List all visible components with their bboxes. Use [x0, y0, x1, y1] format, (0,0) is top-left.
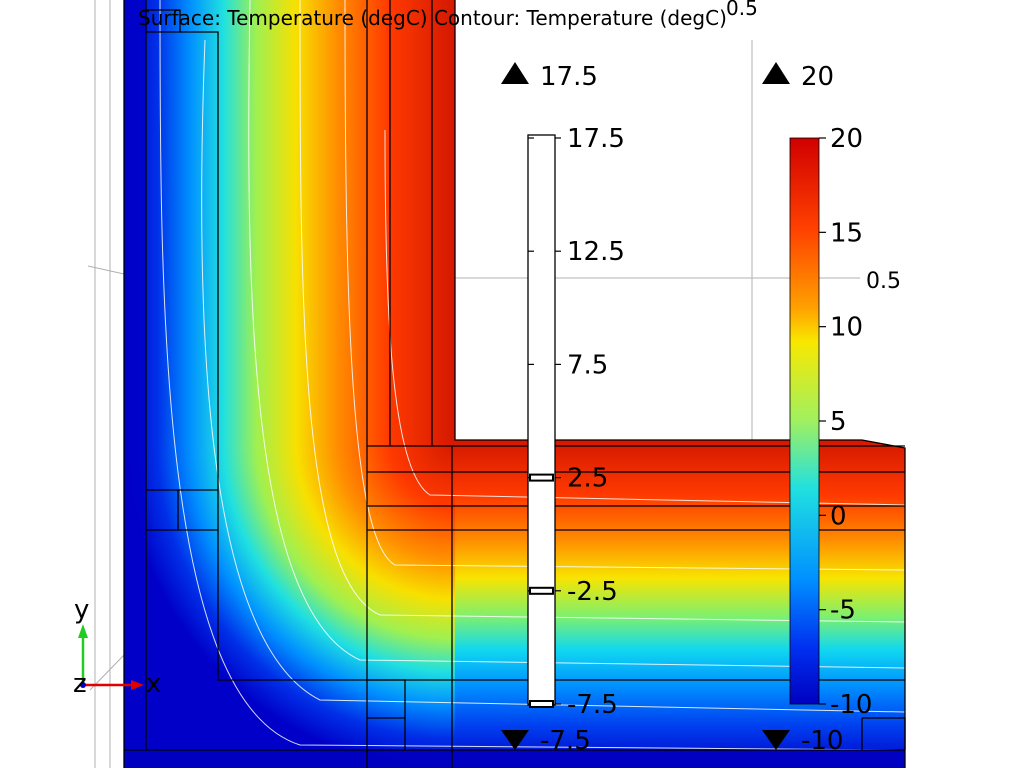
surface-tick-label: 20 — [830, 124, 863, 154]
axes-triad: y x z — [73, 595, 161, 699]
contour-tick-label: 7.5 — [567, 350, 608, 380]
contour-min-marker-icon — [501, 730, 529, 750]
axis-label-top: 0.5 — [726, 0, 758, 20]
triad-y-arrow-icon — [78, 624, 88, 638]
surface-tick-label: -5 — [830, 596, 856, 626]
surface-max-marker-icon — [762, 62, 790, 84]
surface-tick-label: 10 — [830, 313, 863, 343]
contour-legend: 17.5 17.5 12.5 7.5 2.5 -2.5 -7.5 -7.5 — [501, 62, 625, 756]
domain-boundaries — [123, 0, 906, 768]
contour-tick-label: 2.5 — [567, 464, 608, 494]
surface-legend-colorbar — [789, 137, 820, 705]
triad-z-label: z — [73, 669, 87, 699]
surface-max-label: 20 — [801, 62, 834, 92]
contour-tick-label: -2.5 — [567, 577, 618, 607]
surface-tick-label: 5 — [830, 407, 847, 437]
contour-level-mark-core — [531, 475, 552, 480]
contour-min-label: -7.5 — [540, 726, 591, 756]
contour-tick-label: -7.5 — [567, 690, 618, 720]
axis-label-right: 0.5 — [866, 269, 901, 294]
contour-tick-label: 17.5 — [567, 124, 625, 154]
contour-level-mark-core — [531, 702, 552, 706]
surface-min-marker-icon — [762, 730, 790, 750]
surface-tick-label: 15 — [830, 218, 863, 248]
surface-legend-ticks: 20 15 10 5 0 -5 -10 — [819, 124, 872, 720]
surface-legend: 20 20 15 10 5 0 -5 -10 -10 — [762, 62, 872, 756]
surface-tick-label: 0 — [830, 501, 847, 531]
plot-title: Surface: Temperature (degC) Contour: Tem… — [138, 6, 727, 30]
contour-tick-label: 12.5 — [567, 237, 625, 267]
surface-min-label: -10 — [801, 726, 843, 756]
contour-legend-bar — [527, 134, 556, 706]
contour-max-marker-icon — [501, 62, 529, 84]
temperature-surface — [124, 0, 905, 768]
triad-y-label: y — [74, 595, 89, 625]
triad-origin — [80, 682, 86, 688]
triad-x-arrow-icon — [131, 680, 144, 690]
surface-tick-label: -10 — [830, 690, 872, 720]
contour-lines — [159, 0, 906, 751]
contour-max-label: 17.5 — [540, 62, 598, 92]
triad-x-label: x — [146, 669, 161, 699]
contour-legend-ticks: 17.5 12.5 7.5 2.5 -2.5 -7.5 — [528, 124, 625, 720]
contour-level-mark-core — [531, 588, 552, 593]
